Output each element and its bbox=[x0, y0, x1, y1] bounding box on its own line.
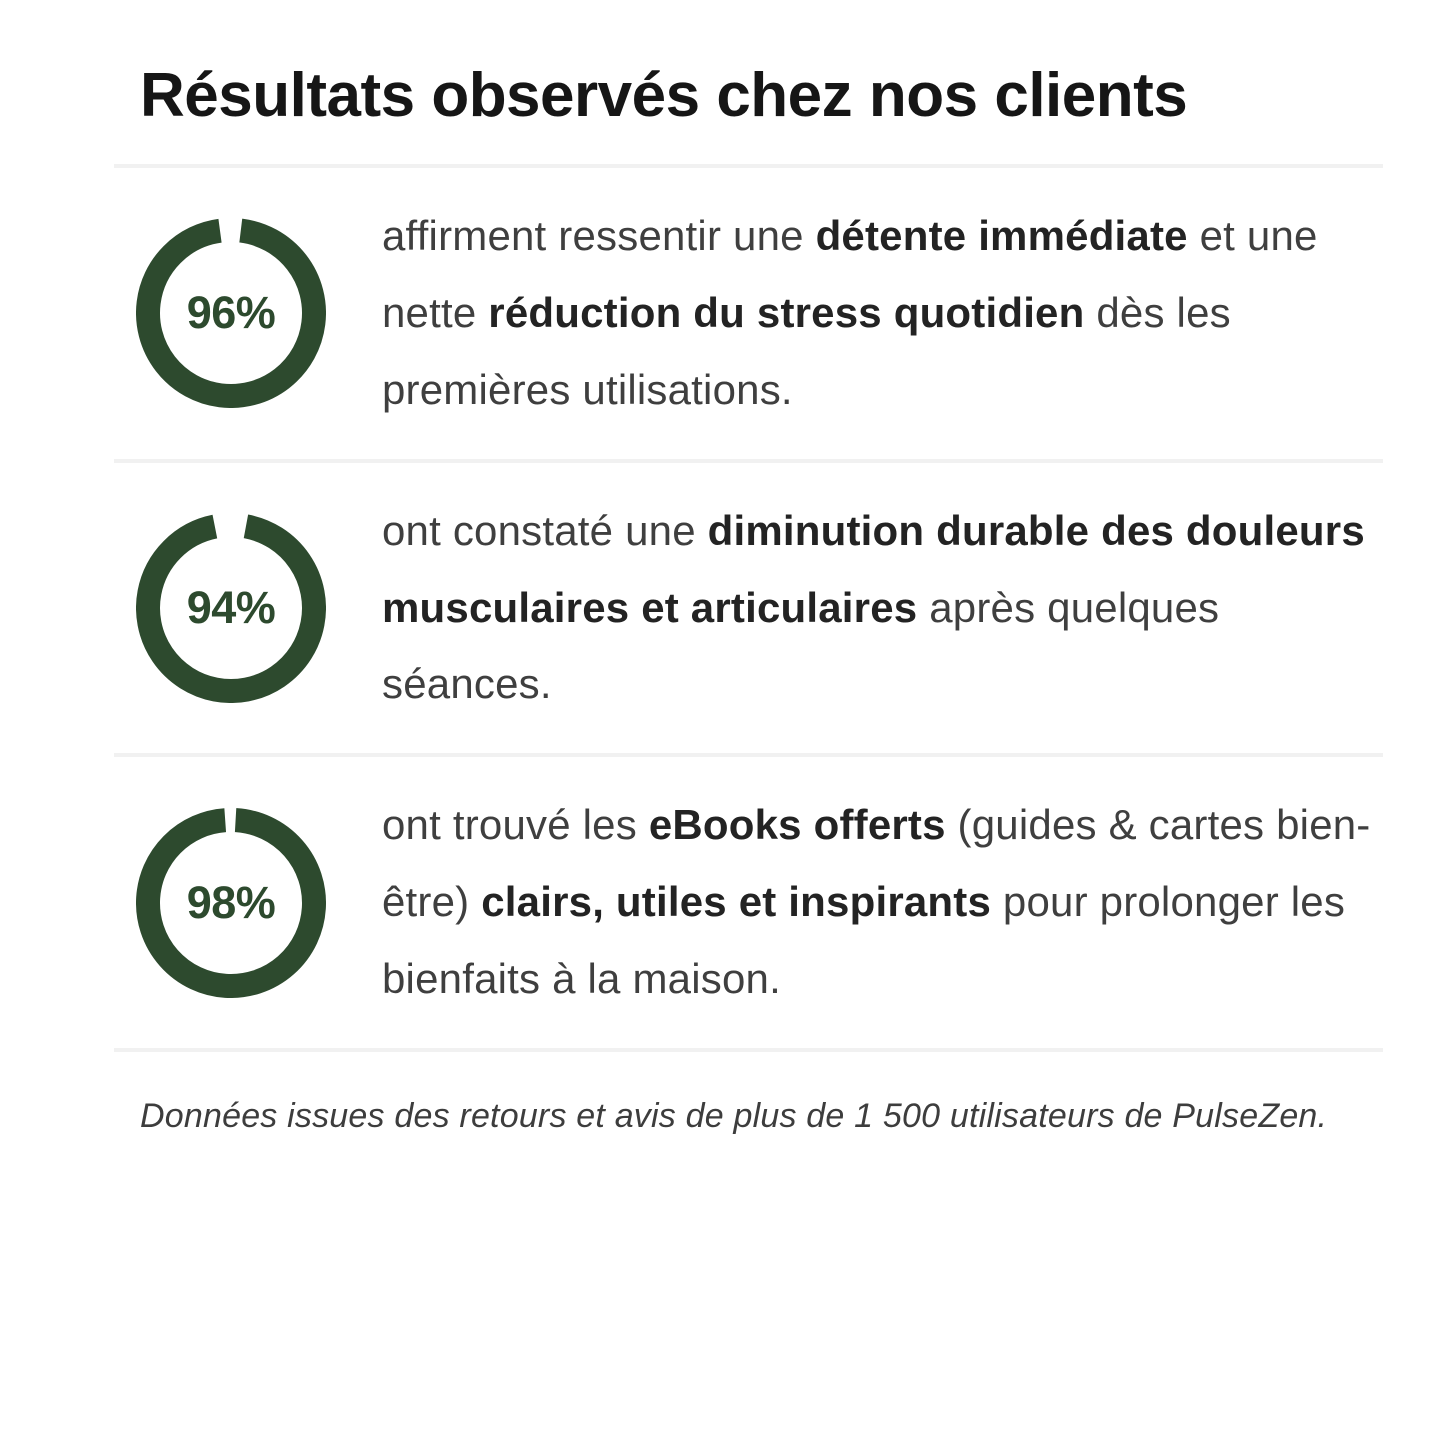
divider bbox=[114, 164, 1383, 169]
page-title: Résultats observés chez nos clients bbox=[140, 61, 1188, 130]
progress-ring-94: 94% bbox=[136, 513, 326, 704]
percent-value: 94% bbox=[186, 582, 276, 634]
text-segment: après quelques séances. bbox=[382, 583, 1220, 708]
text-segment: et une nette bbox=[382, 212, 1318, 337]
text-segment: eBooks offerts bbox=[648, 801, 946, 849]
stat-description: affirment ressentir une détente immédiat… bbox=[382, 198, 1373, 429]
ring-chart-icon bbox=[136, 807, 326, 998]
text-segment: (guides & cartes bien-être) bbox=[382, 801, 1371, 926]
text-segment: dès les premières utilisations. bbox=[382, 289, 1231, 413]
divider bbox=[114, 458, 1383, 463]
text-segment: diminution durable des douleurs musculai… bbox=[382, 506, 1365, 631]
text-segment: affirment ressentir une bbox=[382, 212, 816, 260]
ring-chart-icon bbox=[136, 513, 326, 704]
text-segment: pour prolonger les bienfaits à la maison… bbox=[382, 878, 1346, 1003]
progress-ring-96: 96% bbox=[136, 218, 326, 409]
text-segment: ont trouvé les bbox=[382, 801, 649, 849]
percent-value: 98% bbox=[186, 876, 276, 928]
divider bbox=[114, 1047, 1383, 1052]
footnote: Données issues des retours et avis de pl… bbox=[140, 1096, 1328, 1135]
progress-ring-98: 98% bbox=[136, 807, 326, 998]
stat-description: ont trouvé les eBooks offerts (guides & … bbox=[382, 787, 1373, 1018]
text-segment: clairs, utiles et inspirants bbox=[481, 878, 992, 926]
text-segment: détente immédiate bbox=[815, 212, 1188, 260]
ring-chart-icon bbox=[136, 218, 326, 409]
stat-description: ont constaté une diminution durable des … bbox=[382, 493, 1373, 724]
text-segment: réduction du stress quotidien bbox=[488, 289, 1085, 337]
text-segment: ont constaté une bbox=[382, 506, 708, 554]
divider bbox=[114, 753, 1383, 758]
stat-row-douleurs: 94% ont constaté une diminution durable … bbox=[136, 463, 1373, 754]
stat-row-detente: 96% affirment ressentir une détente immé… bbox=[136, 168, 1373, 459]
percent-value: 96% bbox=[186, 287, 276, 339]
stat-row-ebooks: 98% ont trouvé les eBooks offerts (guide… bbox=[136, 757, 1373, 1048]
